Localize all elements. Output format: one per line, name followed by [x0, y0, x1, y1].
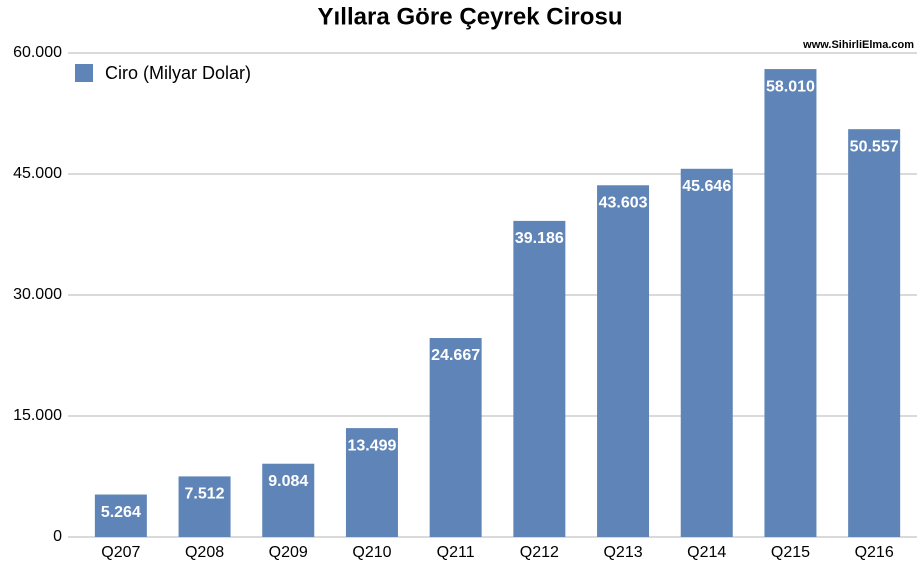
x-tick-label: Q212 — [520, 544, 559, 561]
bar — [848, 129, 901, 538]
x-tick-label: Q213 — [603, 544, 642, 561]
bar — [429, 338, 482, 537]
value-label: 39.186 — [515, 230, 564, 247]
bar — [94, 494, 147, 537]
bar — [597, 185, 650, 537]
bar — [764, 69, 817, 537]
legend-swatch — [75, 64, 93, 82]
legend-label: Ciro (Milyar Dolar) — [105, 63, 251, 83]
x-tick-label: Q207 — [101, 544, 140, 561]
bar — [513, 220, 566, 537]
y-tick-label: 30.000 — [13, 286, 62, 303]
y-tick-label: 15.000 — [13, 407, 62, 424]
source: www.SihirliElma.com — [802, 39, 914, 51]
value-label: 58.010 — [766, 78, 815, 95]
value-label: 7.512 — [185, 486, 225, 503]
value-label: 50.557 — [850, 138, 899, 155]
bar — [680, 168, 733, 537]
x-tick-label: Q214 — [687, 544, 726, 561]
bar — [262, 463, 315, 537]
x-tick-label: Q211 — [437, 544, 475, 561]
value-label: 13.499 — [347, 437, 396, 454]
chart-title: Yıllara Göre Çeyrek Cirosu — [318, 3, 623, 30]
x-tick-label: Q208 — [185, 544, 224, 561]
bar — [178, 476, 231, 537]
y-tick-label: 0 — [53, 528, 62, 545]
value-label: 45.646 — [682, 178, 731, 195]
y-tick-label: 60.000 — [13, 44, 62, 61]
value-label: 24.667 — [431, 347, 480, 364]
bar — [345, 428, 398, 537]
x-tick-label: Q215 — [771, 544, 810, 561]
value-label: 43.603 — [599, 194, 648, 211]
value-label: 5.264 — [101, 504, 141, 521]
value-label: 9.084 — [268, 473, 308, 490]
x-tick-label: Q216 — [855, 544, 894, 561]
x-tick-label: Q210 — [352, 544, 391, 561]
x-tick-label: Q209 — [269, 544, 308, 561]
y-tick-label: 45.000 — [13, 165, 62, 182]
